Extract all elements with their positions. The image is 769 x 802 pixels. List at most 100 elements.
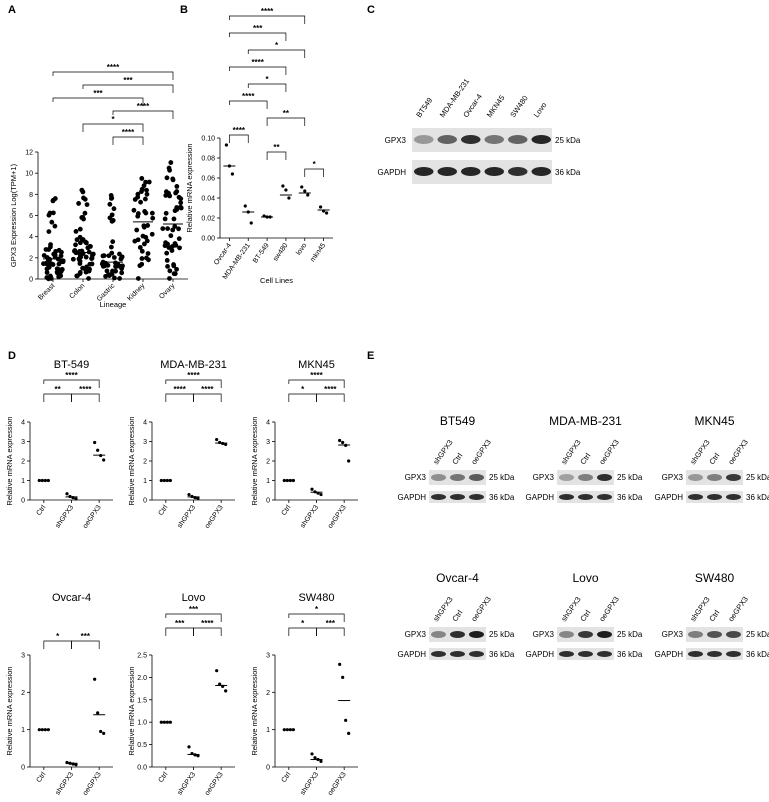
data-point [135,213,141,219]
y-tick-label: 1 [266,478,270,485]
y-tick-label: 3 [266,653,270,660]
significance-bracket [52,97,144,106]
data-point [109,218,115,224]
data-point [143,179,149,185]
significance-label: *** [253,24,263,33]
data-point [103,273,108,279]
data-point [96,711,100,715]
blot-band [450,651,465,657]
data-point [86,276,91,281]
blot-band [726,651,741,657]
y-tick-label: 2 [143,459,147,466]
blot-lane-label: oeGPX3 [469,595,493,623]
blot-lane-label: Ctrl [707,451,721,466]
blot-band [450,474,465,481]
x-axis-title: Cell Lines [260,276,293,285]
blot-band [559,474,574,481]
y-tick-label: 2 [266,690,270,697]
data-point [168,233,174,239]
data-point [55,270,60,276]
data-point [167,276,172,281]
data-point [164,175,170,181]
significance-label: *** [123,76,133,85]
data-point [165,226,171,231]
data-point [80,214,86,220]
blot-band [508,135,528,144]
blot-band [597,651,612,657]
blot-lane-label: Ovcar-4 [461,92,484,119]
blot-band [707,651,722,657]
blot-lane-label: oeGPX3 [469,438,493,466]
x-tick-label: Breast [37,282,56,301]
blot-band [469,651,484,657]
blot-lane-label: Ctrl [707,608,721,623]
data-point [172,208,178,214]
x-tick-label: Ctrl [157,504,169,517]
blot-protein-label: GPX3 [533,630,555,639]
data-point [150,215,156,221]
significance-label: **** [187,371,200,380]
significance-bracket [43,640,72,649]
significance-label: **** [173,385,186,394]
data-point [109,271,115,277]
blot-protein-label: GAPDH [398,493,427,502]
data-point [144,187,149,193]
data-point [111,206,117,212]
data-point [324,211,329,215]
data-point [44,270,50,275]
significance-bracket [316,393,345,402]
data-point [46,212,52,218]
data-point [101,253,107,259]
blot-lane-label: oeGPX3 [726,438,750,466]
data-point [172,241,178,246]
significance-label: **** [201,385,214,394]
data-point [287,196,291,200]
blot-band [450,494,465,500]
data-point [87,266,93,272]
blot-band [597,631,612,638]
significance-label: **** [242,92,255,101]
blot-protein-label: GAPDH [526,493,555,502]
data-point [75,273,80,279]
data-point [135,276,141,281]
data-point [306,193,310,197]
data-point [341,440,345,445]
y-tick-label: 2.5 [137,653,147,660]
significance-bracket [316,627,345,636]
data-point [215,437,219,442]
significance-bracket [288,627,317,636]
significance-bracket [165,613,222,622]
significance-bracket [247,83,287,92]
data-point [135,191,141,197]
data-point [44,275,50,280]
significance-bracket [82,84,174,93]
data-point [164,250,170,256]
blot-band [469,474,484,481]
data-point [113,268,118,274]
blot-kda-label: 36 kDa [617,650,643,659]
data-point [58,253,64,259]
blot-band [461,167,481,176]
significance-label: **** [65,371,78,380]
data-point [131,207,137,213]
data-point [132,197,138,202]
data-point [120,263,125,269]
y-axis-title: GPX3 Expression Log(TPM+1) [9,163,18,267]
data-point [176,236,182,242]
data-point [48,273,53,279]
data-point [102,458,106,462]
data-point [112,275,117,281]
data-point [230,172,235,176]
panel-label-a: A [8,4,16,16]
blot-band [559,494,574,500]
data-point [77,226,83,232]
significance-label: * [313,160,317,169]
data-point [163,210,169,216]
data-point [162,216,168,222]
blot-kda-label: 36 kDa [746,493,769,502]
data-point [60,259,66,265]
blot-band [578,651,593,657]
blot-protein-label: GAPDH [655,650,684,659]
y-tick-label: 3 [21,439,25,446]
